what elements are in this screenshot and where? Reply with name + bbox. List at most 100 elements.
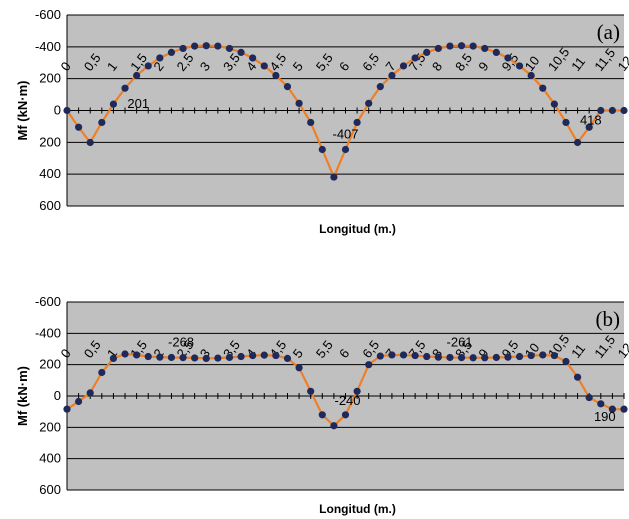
data-point	[330, 173, 337, 180]
data-point	[586, 394, 593, 401]
data-point	[388, 72, 395, 79]
data-point	[133, 72, 140, 79]
data-label: 190	[594, 409, 616, 424]
data-point	[214, 354, 221, 361]
data-point	[551, 352, 558, 359]
data-point	[400, 62, 407, 69]
data-point	[295, 364, 302, 371]
data-point	[87, 389, 94, 396]
data-point	[446, 354, 453, 361]
data-point	[75, 398, 82, 405]
data-point	[168, 49, 175, 56]
data-point	[145, 353, 152, 360]
data-point	[145, 62, 152, 69]
data-point	[272, 72, 279, 79]
data-point	[87, 139, 94, 146]
data-point	[319, 411, 326, 418]
data-point	[435, 45, 442, 52]
data-point	[620, 107, 627, 114]
data-point	[307, 388, 314, 395]
x-axis-label: Longitud (m.)	[319, 222, 396, 236]
data-point	[156, 54, 163, 61]
data-point	[249, 54, 256, 61]
data-point	[75, 124, 82, 131]
data-point	[574, 139, 581, 146]
data-point	[620, 406, 627, 413]
data-point	[63, 107, 70, 114]
data-point	[110, 355, 117, 362]
data-point	[98, 369, 105, 376]
data-point	[400, 351, 407, 358]
data-point	[481, 354, 488, 361]
panel-label: (b)	[596, 307, 621, 331]
data-label: -407	[332, 126, 358, 141]
data-label: 418	[580, 113, 602, 128]
data-point	[365, 100, 372, 107]
data-point	[342, 411, 349, 418]
data-point	[133, 351, 140, 358]
data-point	[307, 119, 314, 126]
y-tick-label: 200	[39, 419, 61, 434]
data-point	[493, 354, 500, 361]
y-tick-label: 600	[39, 198, 61, 213]
data-point	[562, 358, 569, 365]
data-point	[504, 354, 511, 361]
y-tick-label: -600	[35, 294, 61, 309]
data-point	[237, 353, 244, 360]
data-point	[470, 42, 477, 49]
data-point	[528, 352, 535, 359]
y-tick-label: 200	[39, 357, 61, 372]
data-point	[342, 146, 349, 153]
y-tick-label: 0	[54, 388, 61, 403]
data-point	[354, 119, 361, 126]
data-point	[423, 353, 430, 360]
data-point	[330, 422, 337, 429]
y-tick-label: 600	[39, 482, 61, 497]
data-point	[191, 354, 198, 361]
data-point	[168, 354, 175, 361]
data-point	[597, 400, 604, 407]
y-tick-label: -600	[35, 7, 61, 22]
data-point	[365, 361, 372, 368]
data-point	[319, 146, 326, 153]
data-point	[110, 101, 117, 108]
data-point	[551, 101, 558, 108]
data-point	[191, 42, 198, 49]
data-point	[63, 406, 70, 413]
data-point	[516, 353, 523, 360]
data-point	[284, 355, 291, 362]
data-point	[261, 62, 268, 69]
data-label: 201	[127, 96, 149, 111]
data-point	[203, 355, 210, 362]
y-tick-label: 400	[39, 166, 61, 181]
data-point	[121, 85, 128, 92]
data-point	[458, 42, 465, 49]
data-point	[179, 354, 186, 361]
data-point	[226, 45, 233, 52]
data-point	[412, 54, 419, 61]
data-point	[423, 49, 430, 56]
data-label: -261	[447, 335, 473, 350]
data-point	[528, 72, 535, 79]
data-point	[412, 352, 419, 359]
data-point	[179, 45, 186, 52]
data-point	[377, 352, 384, 359]
data-point	[435, 354, 442, 361]
y-tick-label: 0	[54, 103, 61, 118]
panel-label: (a)	[597, 20, 620, 44]
y-tick-label: 200	[39, 71, 61, 86]
data-point	[609, 107, 616, 114]
y-tick-label: -400	[35, 325, 61, 340]
x-axis-label: Longitud (m.)	[319, 502, 396, 516]
data-point	[458, 354, 465, 361]
data-point	[562, 119, 569, 126]
data-point	[388, 351, 395, 358]
y-tick-label: 400	[39, 451, 61, 466]
data-point	[237, 49, 244, 56]
data-point	[574, 374, 581, 381]
y-axis-label: Mf (kN·m)	[15, 366, 30, 426]
data-point	[539, 351, 546, 358]
data-point	[493, 49, 500, 56]
